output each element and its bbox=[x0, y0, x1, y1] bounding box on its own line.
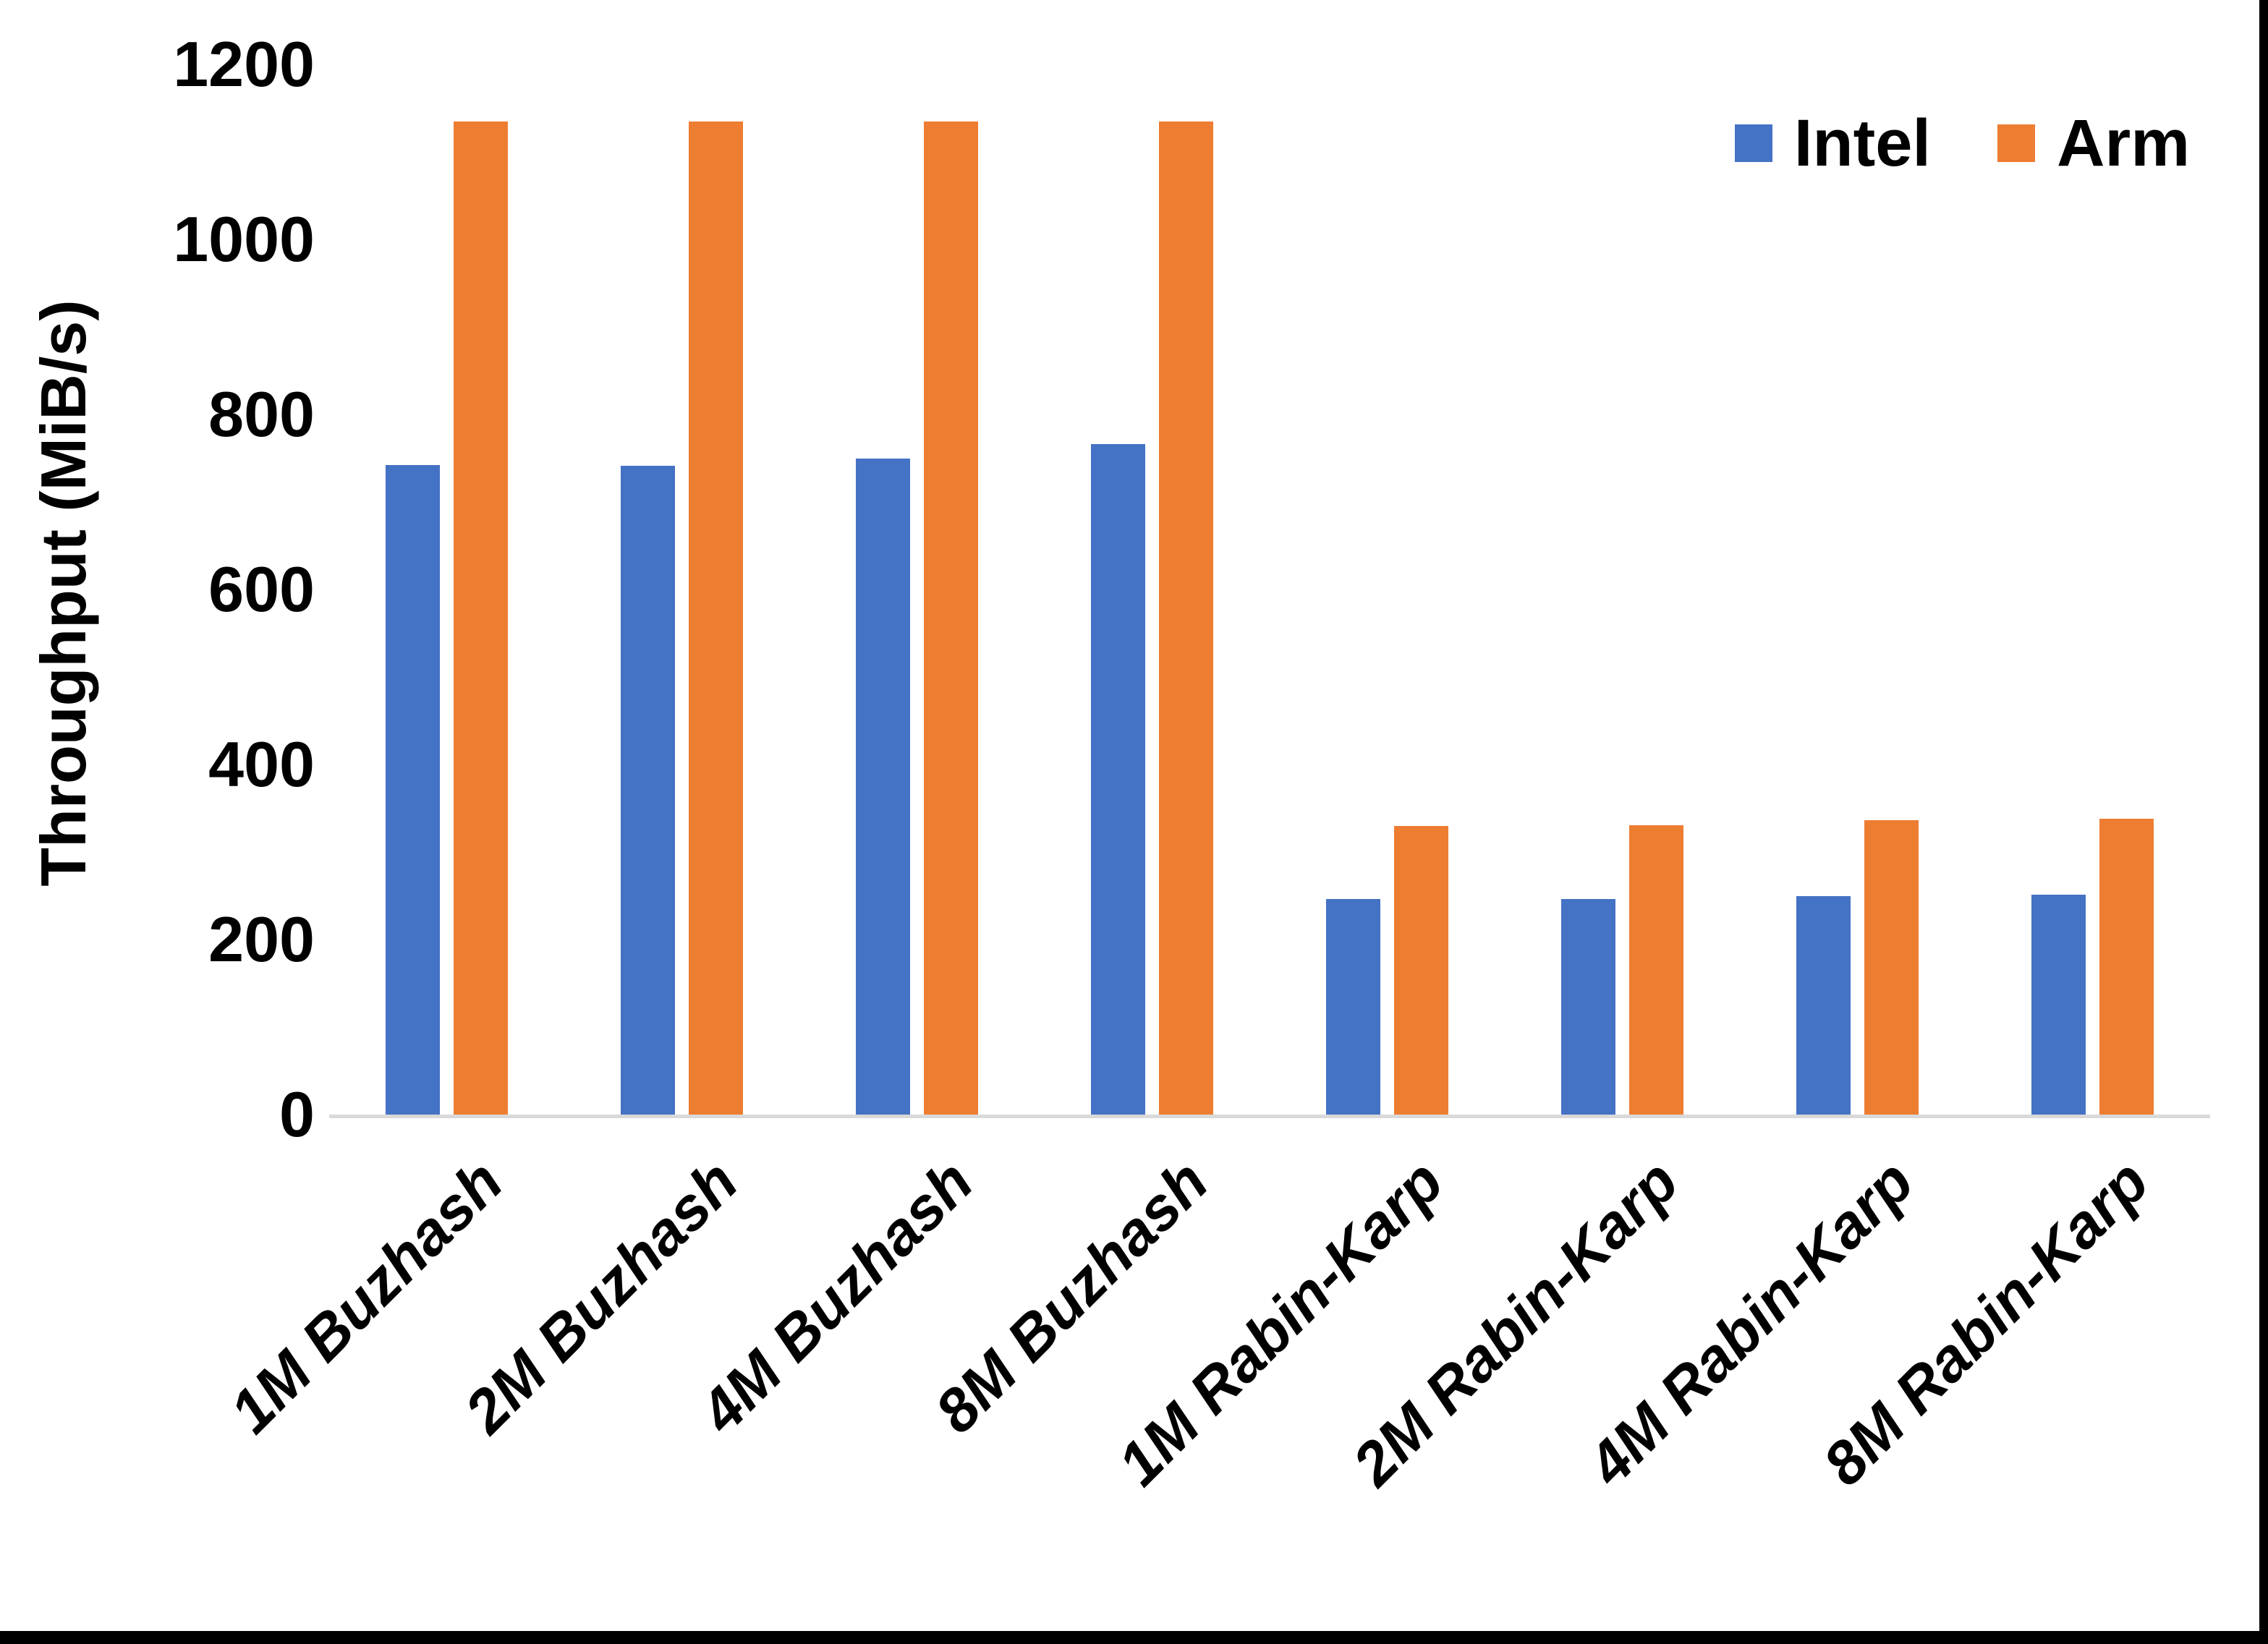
legend-item-intel: Intel bbox=[1734, 106, 1931, 180]
x-label-8m-rabin-karp: 8M Rabin-Karp bbox=[1686, 1147, 2161, 1499]
bar-arm-1m-rabin-karp bbox=[1394, 825, 1448, 1115]
bar-arm-2m-rabin-karp bbox=[1629, 825, 1683, 1115]
y-tick-label-1200: 1200 bbox=[173, 28, 315, 100]
y-tick-label-0: 0 bbox=[279, 1078, 315, 1150]
bar-intel-8m-buzhash bbox=[1091, 444, 1145, 1115]
bar-arm-4m-rabin-karp bbox=[1864, 820, 1919, 1115]
bar-intel-1m-rabin-karp bbox=[1326, 899, 1380, 1115]
screen-edge-border-bottom bbox=[0, 1631, 2268, 1644]
x-axis-line bbox=[329, 1115, 2210, 1118]
y-tick-label-400: 400 bbox=[208, 728, 315, 800]
bar-arm-8m-rabin-karp bbox=[2099, 819, 2154, 1115]
bar-intel-2m-rabin-karp bbox=[1561, 899, 1615, 1115]
bar-intel-2m-buzhash bbox=[621, 466, 675, 1115]
x-label-text: 8M Rabin-Karp bbox=[1809, 1146, 2161, 1499]
legend-swatch-intel bbox=[1734, 124, 1772, 162]
screen-edge-border-right bbox=[2259, 0, 2268, 1644]
bar-intel-4m-rabin-karp bbox=[1796, 895, 1851, 1115]
bar-arm-1m-buzhash bbox=[454, 121, 508, 1115]
legend-item-arm: Arm bbox=[1997, 110, 2190, 176]
bar-intel-8m-rabin-karp bbox=[2031, 895, 2086, 1115]
bar-arm-2m-buzhash bbox=[689, 121, 743, 1115]
y-tick-label-1000: 1000 bbox=[173, 203, 315, 275]
legend-swatch-arm bbox=[1997, 124, 2035, 162]
legend: Intel Arm bbox=[1734, 106, 2190, 180]
bar-intel-4m-buzhash bbox=[856, 458, 910, 1115]
bar-arm-4m-buzhash bbox=[924, 121, 978, 1115]
bar-intel-1m-buzhash bbox=[386, 465, 440, 1115]
legend-label-intel: Intel bbox=[1793, 106, 1931, 180]
legend-label-arm: Arm bbox=[2056, 106, 2190, 180]
bar-arm-8m-buzhash bbox=[1159, 121, 1213, 1115]
plot-area bbox=[329, 64, 2210, 1115]
y-tick-label-800: 800 bbox=[208, 378, 315, 450]
y-tick-label-600: 600 bbox=[208, 553, 315, 625]
y-tick-label-200: 200 bbox=[208, 903, 315, 975]
